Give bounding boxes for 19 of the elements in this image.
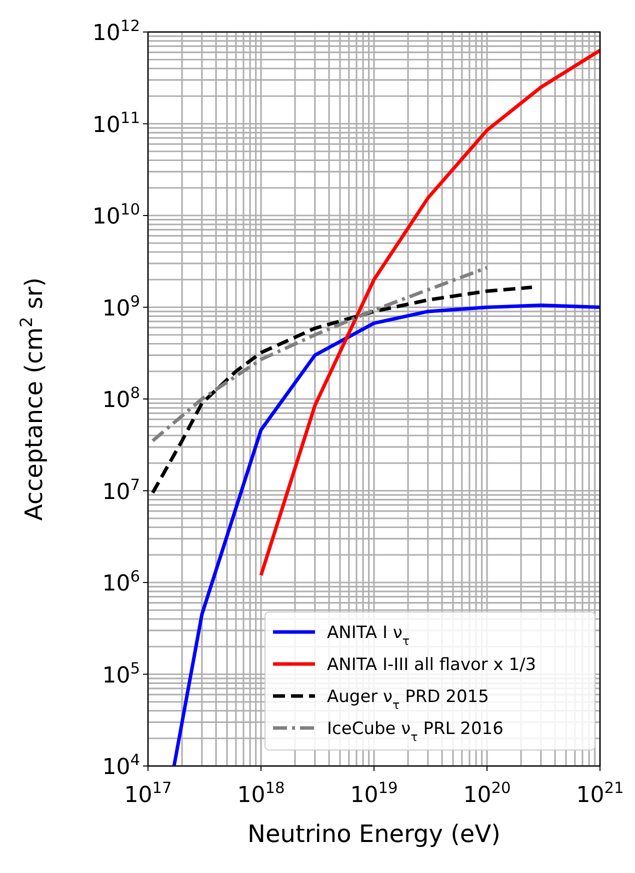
y-tick-label: 10$^{4}$: [102, 751, 140, 780]
y-tick-label: 10$^{7}$: [102, 476, 140, 505]
legend-label: ANITA I ν$_{τ}$: [327, 623, 410, 648]
x-axis-title: Neutrino Energy (eV): [248, 820, 500, 848]
x-tick-label: 10$^{19}$: [350, 779, 398, 808]
legend-label: Auger ν$_{τ}$ PRD 2015: [327, 687, 489, 712]
y-tick-label: 10$^{11}$: [92, 108, 140, 138]
x-tick-label: 10$^{17}$: [124, 779, 172, 808]
legend-label: IceCube ν$_{τ}$ PRL 2016: [327, 719, 504, 744]
x-tick-label: 10$^{21}$: [576, 779, 624, 808]
y-tick-label: 10$^{9}$: [102, 292, 140, 322]
y-tick-label: 10$^{5}$: [102, 659, 140, 688]
x-tick-label: 10$^{20}$: [463, 779, 511, 808]
x-tick-label: 10$^{18}$: [237, 779, 285, 808]
y-tick-label: 10$^{10}$: [92, 200, 140, 230]
legend-label: ANITA I-III all flavor x 1/3: [327, 655, 536, 675]
y-tick-label: 10$^{6}$: [102, 568, 140, 596]
y-tick-label: 10$^{12}$: [92, 17, 140, 46]
y-tick-label: 10$^{8}$: [102, 384, 140, 413]
